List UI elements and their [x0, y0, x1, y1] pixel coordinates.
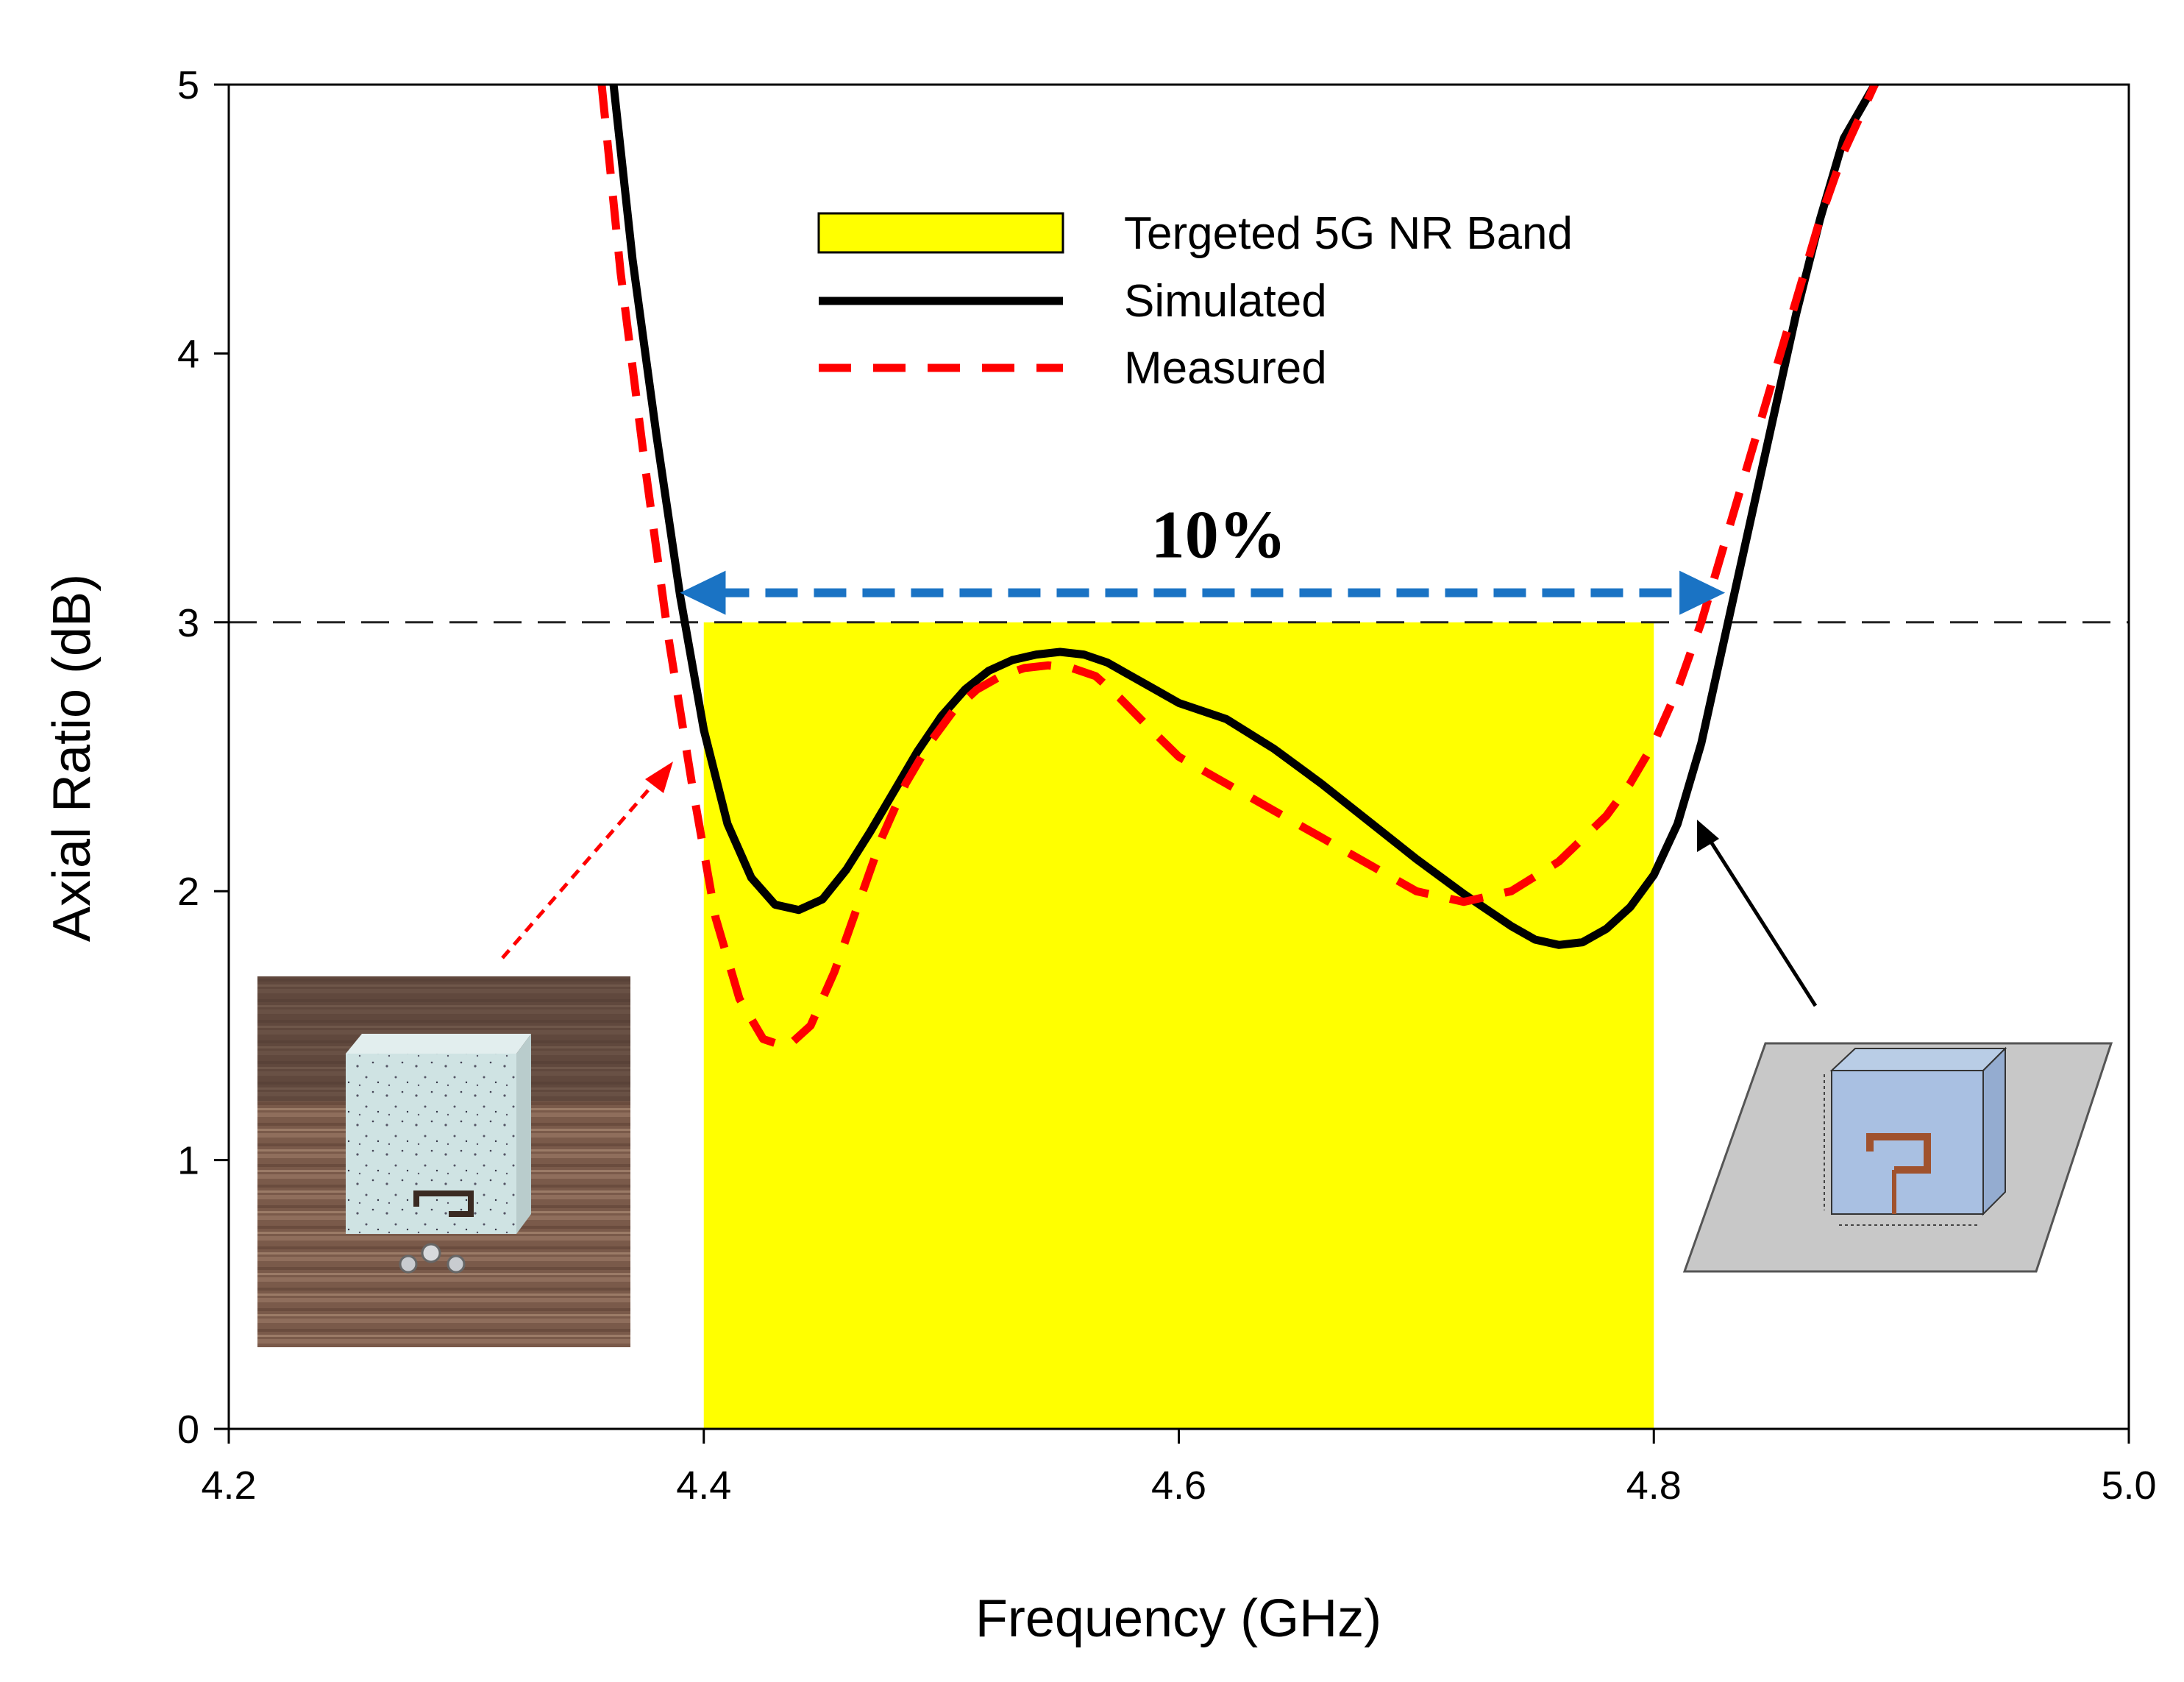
simulation-model-diagram: [1682, 1042, 2113, 1273]
legend-label-measured: Measured: [1124, 343, 1327, 394]
legend-label-simulated: Simulated: [1124, 276, 1327, 327]
bandwidth-arrow-left-head: [680, 570, 726, 615]
y-tick-label: 3: [177, 601, 199, 645]
model-pointer-arrow: [1697, 820, 1818, 1007]
bandwidth-arrow-right-head: [1679, 570, 1726, 615]
series-line-simulated: [609, 85, 1879, 949]
y-tick-label: 4: [177, 332, 199, 376]
x-tick-label: 4.4: [676, 1463, 731, 1508]
photo-pointer-arrow: [501, 762, 673, 959]
legend-swatch-band: [817, 212, 1064, 254]
bandwidth-label: 10%: [1151, 497, 1287, 572]
x-tick-label: 4.2: [201, 1463, 256, 1508]
legend: Tergeted 5G NR Band Simulated Measured: [817, 208, 1573, 394]
fabricated-antenna-photo: [257, 976, 630, 1347]
y-tick-label: 1: [177, 1139, 199, 1183]
legend-label-band: Tergeted 5G NR Band: [1124, 208, 1573, 259]
y-tick-label: 5: [177, 63, 199, 107]
x-axis-title: Frequency (GHz): [975, 1589, 1381, 1648]
x-tick-label: 5.0: [2101, 1463, 2156, 1508]
x-tick-label: 4.8: [1626, 1463, 1682, 1508]
y-tick-label: 2: [177, 870, 199, 914]
y-axis-title: Axial Ratio (dB): [43, 574, 102, 942]
target-band-region: [703, 622, 1654, 1429]
y-tick-label: 0: [177, 1408, 199, 1452]
x-tick-label: 4.6: [1151, 1463, 1206, 1508]
series-line-measured: [597, 85, 1879, 1051]
